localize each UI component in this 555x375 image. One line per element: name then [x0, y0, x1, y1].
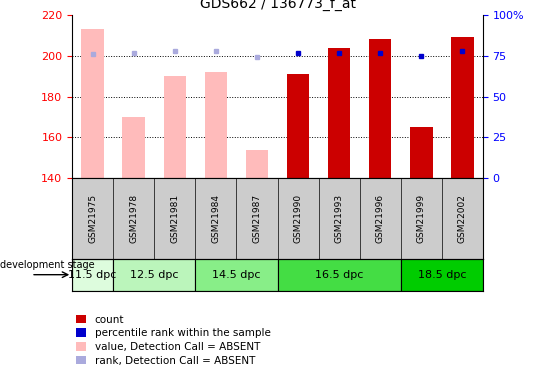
Text: development stage: development stage [0, 260, 94, 270]
Text: 16.5 dpc: 16.5 dpc [315, 270, 364, 280]
Text: GSM21993: GSM21993 [335, 194, 344, 243]
Bar [164, 76, 186, 178]
Text: GSM22002: GSM22002 [458, 194, 467, 243]
Bar [401, 259, 483, 291]
Bar [278, 259, 401, 291]
Text: 12.5 dpc: 12.5 dpc [130, 270, 179, 280]
Bar [113, 259, 195, 291]
Text: GSM21996: GSM21996 [376, 194, 385, 243]
Text: GSM21978: GSM21978 [129, 194, 138, 243]
Text: GSM21999: GSM21999 [417, 194, 426, 243]
Legend: count, percentile rank within the sample, value, Detection Call = ABSENT, rank, : count, percentile rank within the sample… [72, 310, 275, 370]
Bar [451, 38, 473, 178]
Text: GSM21981: GSM21981 [170, 194, 179, 243]
Bar [72, 259, 113, 291]
Text: GSM21984: GSM21984 [211, 194, 220, 243]
Title: GDS662 / 136773_f_at: GDS662 / 136773_f_at [199, 0, 356, 11]
Bar [328, 48, 350, 178]
Bar [410, 127, 432, 178]
Bar [82, 29, 104, 178]
Text: GSM21975: GSM21975 [88, 194, 97, 243]
Bar [369, 39, 391, 178]
Bar [123, 117, 145, 178]
Text: GSM21987: GSM21987 [253, 194, 261, 243]
Text: 18.5 dpc: 18.5 dpc [417, 270, 466, 280]
Text: GSM21990: GSM21990 [294, 194, 302, 243]
Bar [246, 150, 268, 178]
Bar [195, 259, 278, 291]
Bar [205, 72, 227, 178]
Bar [287, 74, 309, 178]
Text: 11.5 dpc: 11.5 dpc [68, 270, 117, 280]
Text: 14.5 dpc: 14.5 dpc [212, 270, 261, 280]
